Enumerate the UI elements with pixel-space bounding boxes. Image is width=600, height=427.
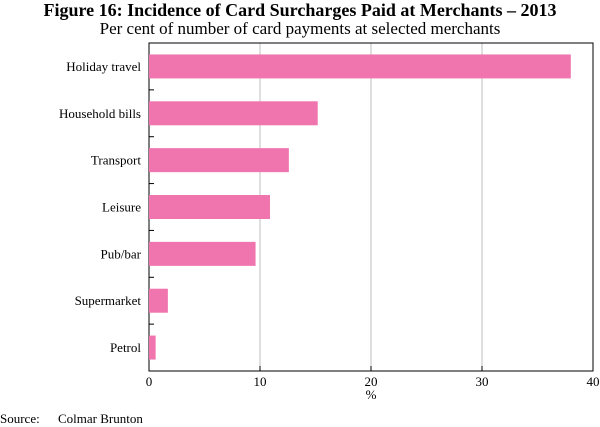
source-text: Colmar Brunton bbox=[58, 411, 143, 426]
chart-subtitle: Per cent of number of card payments at s… bbox=[99, 19, 501, 38]
category-label: Leisure bbox=[102, 200, 141, 215]
source-note: Source: Colmar Brunton bbox=[0, 411, 143, 427]
x-tick-label: 40 bbox=[587, 374, 600, 389]
bar bbox=[149, 195, 270, 219]
bar bbox=[149, 335, 156, 360]
x-tick-label: 30 bbox=[476, 374, 489, 389]
bar bbox=[149, 54, 571, 79]
x-tick-label: 10 bbox=[254, 374, 267, 389]
category-label: Transport bbox=[91, 153, 141, 168]
bar bbox=[149, 241, 256, 266]
category-label: Petrol bbox=[110, 340, 141, 355]
category-label: Household bills bbox=[59, 106, 141, 121]
category-label: Pub/bar bbox=[101, 246, 142, 261]
x-tick-label: 0 bbox=[146, 374, 153, 389]
bar bbox=[149, 288, 168, 313]
x-tick-label: 20 bbox=[365, 374, 378, 389]
bar bbox=[149, 101, 318, 126]
chart-title: Figure 16: Incidence of Card Surcharges … bbox=[43, 0, 557, 20]
x-axis-label: % bbox=[366, 387, 377, 402]
category-label: Holiday travel bbox=[66, 59, 141, 74]
category-label: Supermarket bbox=[75, 293, 142, 308]
bar bbox=[149, 148, 289, 173]
source-label: Source: bbox=[0, 411, 40, 426]
